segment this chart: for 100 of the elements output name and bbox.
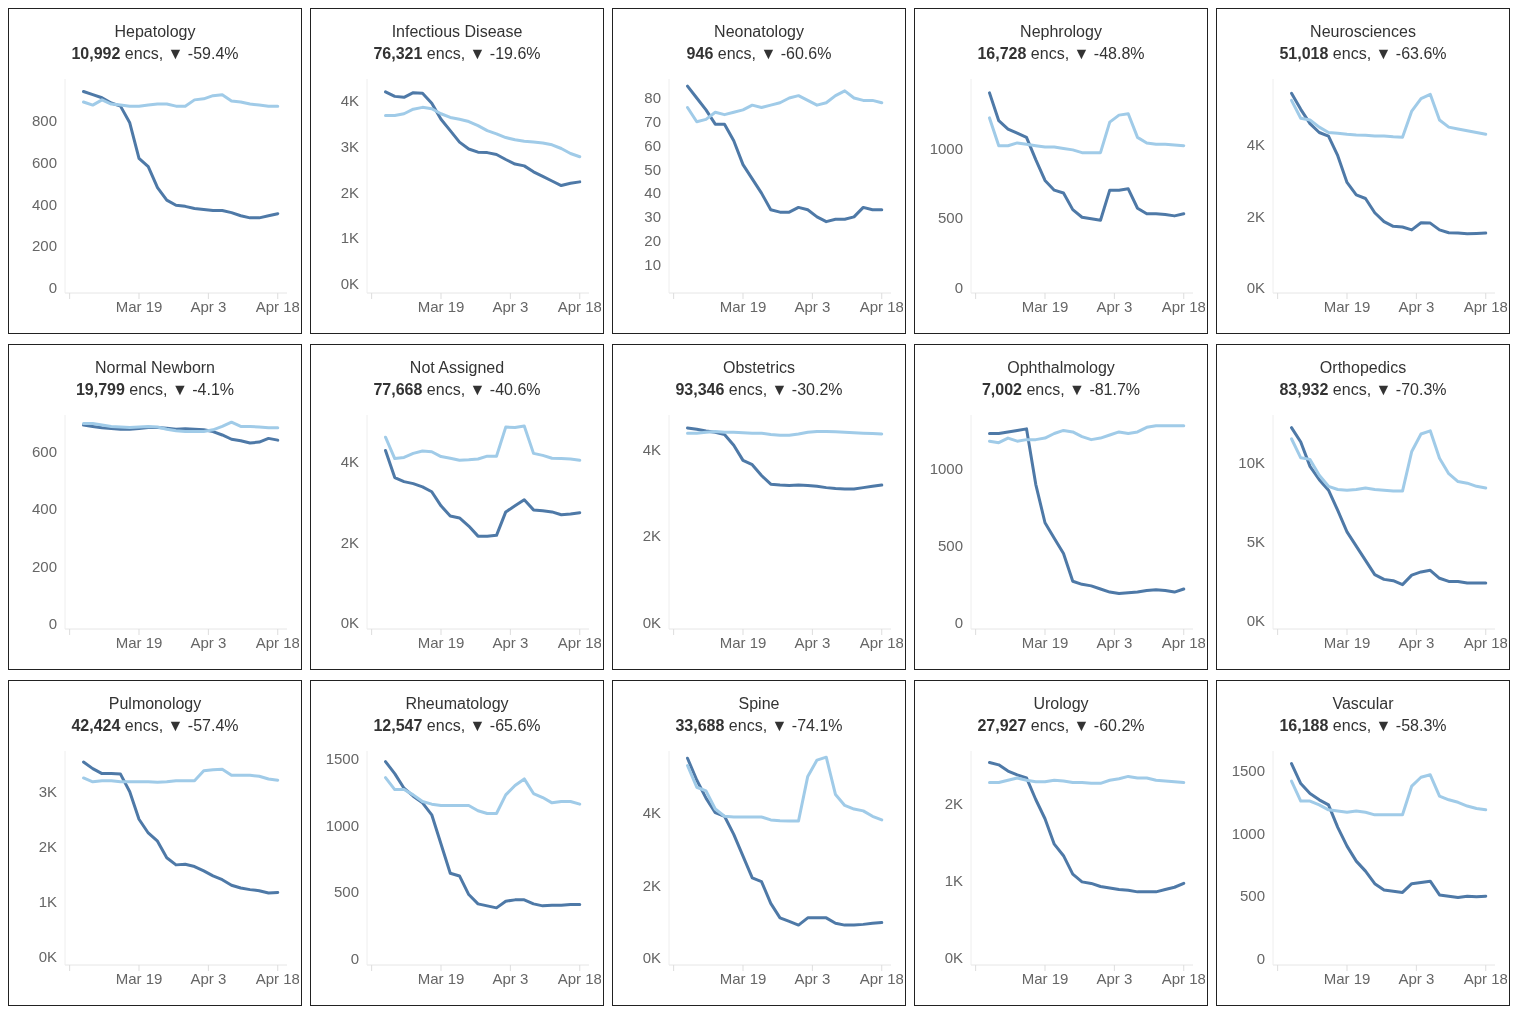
chart-subtitle: 19,799 encs, ▼ -4.1% bbox=[74, 380, 236, 400]
x-tick-label: Mar 19 bbox=[417, 969, 465, 987]
line-series bbox=[988, 112, 1186, 155]
line-series bbox=[686, 426, 884, 491]
y-tick-label: 5K bbox=[1246, 533, 1265, 551]
x-tick-label: Mar 19 bbox=[115, 633, 163, 651]
y-tick-label: 20 bbox=[644, 232, 661, 250]
y-tick-label: 500 bbox=[1239, 887, 1265, 905]
chart-title: Orthopedics bbox=[1318, 358, 1408, 378]
line-series bbox=[686, 89, 884, 124]
line-series bbox=[82, 420, 280, 434]
y-tick-label: 1000 bbox=[325, 816, 359, 834]
y-tick-label: 3K bbox=[38, 783, 57, 801]
x-tick-label: Mar 19 bbox=[719, 969, 767, 987]
x-tick-label: Apr 3 bbox=[492, 633, 529, 651]
y-tick-label: 0 bbox=[1256, 950, 1265, 968]
y-tick-label: 500 bbox=[937, 209, 963, 227]
y-tick-label: 0K bbox=[1246, 278, 1265, 296]
x-tick-label: Apr 3 bbox=[1096, 297, 1133, 315]
y-tick-label: 4K bbox=[642, 803, 661, 821]
y-tick-label: 1500 bbox=[1231, 762, 1265, 780]
y-tick-label: 2K bbox=[340, 533, 359, 551]
chart-subtitle: 42,424 encs, ▼ -57.4% bbox=[70, 716, 240, 736]
chart-title: Urology bbox=[1032, 694, 1090, 714]
x-tick-label: Apr 3 bbox=[794, 297, 831, 315]
line-series bbox=[384, 449, 582, 538]
line-series bbox=[988, 761, 1186, 894]
y-tick-label: 2K bbox=[944, 794, 963, 812]
line-series bbox=[384, 760, 582, 910]
line-series bbox=[82, 90, 280, 220]
line-series bbox=[384, 105, 582, 159]
y-tick-label: 1K bbox=[38, 893, 57, 911]
line-series bbox=[384, 90, 582, 188]
y-tick-label: 0K bbox=[944, 948, 963, 966]
y-tick-label: 1500 bbox=[325, 750, 359, 768]
chart-title: Hepatology bbox=[113, 22, 197, 42]
x-tick-label: Apr 3 bbox=[1398, 633, 1435, 651]
chart-subtitle: 77,668 encs, ▼ -40.6% bbox=[372, 380, 542, 400]
line-series bbox=[1290, 91, 1488, 236]
chart-title: Rheumatology bbox=[404, 694, 510, 714]
chart-title: Not Assigned bbox=[408, 358, 506, 378]
chart-subtitle: 27,927 encs, ▼ -60.2% bbox=[976, 716, 1146, 736]
x-tick-label: Mar 19 bbox=[1323, 297, 1371, 315]
x-tick-label: Mar 19 bbox=[1021, 969, 1069, 987]
chart-subtitle: 16,188 encs, ▼ -58.3% bbox=[1278, 716, 1448, 736]
x-tick-label: Apr 18 bbox=[255, 969, 300, 987]
chart-title: Spine bbox=[737, 694, 781, 714]
y-tick-label: 0K bbox=[340, 614, 359, 632]
line-series bbox=[1290, 762, 1488, 899]
x-tick-label: Apr 18 bbox=[1161, 969, 1206, 987]
line-series bbox=[988, 91, 1186, 222]
x-tick-label: Apr 18 bbox=[859, 633, 904, 651]
y-tick-label: 1000 bbox=[929, 139, 963, 157]
chart-subtitle: 33,688 encs, ▼ -74.1% bbox=[674, 716, 844, 736]
y-tick-label: 1K bbox=[944, 871, 963, 889]
y-tick-label: 200 bbox=[31, 237, 57, 255]
x-tick-label: Apr 18 bbox=[557, 969, 602, 987]
y-tick-label: 2K bbox=[340, 183, 359, 201]
chart-title: Ophthalmology bbox=[1006, 358, 1116, 378]
x-tick-label: Apr 18 bbox=[1463, 297, 1508, 315]
x-tick-label: Mar 19 bbox=[1021, 633, 1069, 651]
line-series bbox=[686, 84, 884, 224]
line-series bbox=[1290, 426, 1488, 587]
chart-title: Vascular bbox=[1331, 694, 1395, 714]
x-tick-label: Apr 18 bbox=[557, 297, 602, 315]
y-tick-label: 600 bbox=[31, 153, 57, 171]
y-tick-label: 600 bbox=[31, 443, 57, 461]
y-tick-label: 0 bbox=[48, 614, 57, 632]
x-tick-label: Apr 18 bbox=[255, 297, 300, 315]
y-tick-label: 10 bbox=[644, 255, 661, 273]
x-tick-label: Mar 19 bbox=[417, 633, 465, 651]
y-tick-label: 0 bbox=[48, 279, 57, 297]
x-tick-label: Apr 3 bbox=[1096, 969, 1133, 987]
y-tick-label: 1000 bbox=[929, 460, 963, 478]
y-tick-label: 80 bbox=[644, 89, 661, 107]
x-tick-label: Apr 3 bbox=[190, 297, 227, 315]
line-series bbox=[1290, 92, 1488, 139]
x-tick-label: Apr 3 bbox=[492, 297, 529, 315]
chart-title: Nephrology bbox=[1019, 22, 1103, 42]
y-tick-label: 4K bbox=[1246, 136, 1265, 154]
line-series bbox=[988, 774, 1186, 785]
x-tick-label: Apr 18 bbox=[1463, 633, 1508, 651]
x-tick-label: Mar 19 bbox=[1323, 969, 1371, 987]
y-tick-label: 4K bbox=[642, 440, 661, 458]
y-tick-label: 0K bbox=[642, 949, 661, 967]
y-tick-label: 0K bbox=[1246, 612, 1265, 630]
line-series bbox=[988, 427, 1186, 596]
x-tick-label: Apr 18 bbox=[859, 969, 904, 987]
line-series bbox=[384, 776, 582, 815]
x-tick-label: Mar 19 bbox=[115, 969, 163, 987]
y-tick-label: 4K bbox=[340, 92, 359, 110]
line-series bbox=[686, 756, 884, 927]
line-series bbox=[82, 760, 280, 895]
chart-subtitle: 93,346 encs, ▼ -30.2% bbox=[674, 380, 844, 400]
y-tick-label: 4K bbox=[340, 452, 359, 470]
line-series bbox=[1290, 429, 1488, 493]
line-series bbox=[82, 93, 280, 108]
x-tick-label: Apr 18 bbox=[1463, 969, 1508, 987]
y-tick-label: 1K bbox=[340, 229, 359, 247]
x-tick-label: Apr 18 bbox=[1161, 297, 1206, 315]
